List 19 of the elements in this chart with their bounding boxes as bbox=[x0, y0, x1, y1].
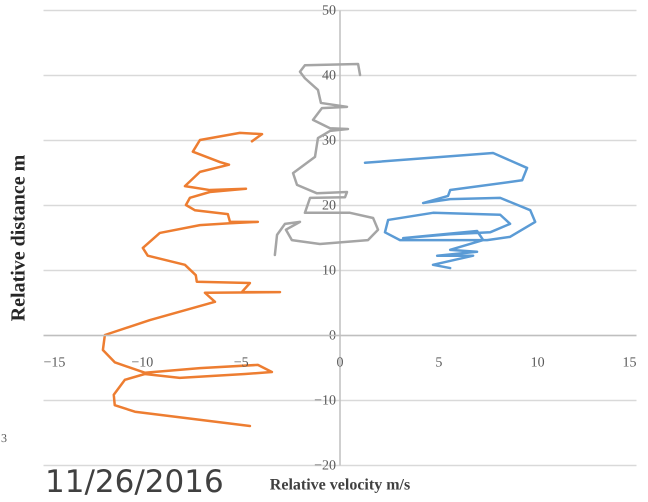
text: 3 bbox=[1, 431, 7, 445]
y-tick-label: −10 bbox=[314, 394, 336, 408]
line-series bbox=[102, 132, 282, 428]
y-tick-label: 20 bbox=[322, 198, 336, 214]
y-tick-label: 10 bbox=[322, 264, 336, 278]
x-tick-label: 5 bbox=[435, 356, 442, 370]
y-tick-label: 40 bbox=[322, 68, 336, 84]
y-tick-label: −20 bbox=[314, 458, 336, 474]
annotation: 11/26/2016 bbox=[45, 464, 224, 500]
x-tick-label: 15 bbox=[622, 356, 636, 370]
y-tick-label: 50 bbox=[322, 4, 336, 18]
line-series bbox=[364, 152, 536, 270]
y-axis-title: Relative distance m bbox=[8, 154, 30, 322]
x-axis-title: Relative velocity m/s bbox=[270, 476, 410, 494]
x-tick-label: 10 bbox=[530, 356, 545, 370]
x-tick-label: −10 bbox=[131, 356, 154, 370]
x-tick-label: −15 bbox=[44, 356, 66, 370]
line-series bbox=[274, 62, 380, 256]
y-tick-label: 30 bbox=[322, 134, 336, 148]
